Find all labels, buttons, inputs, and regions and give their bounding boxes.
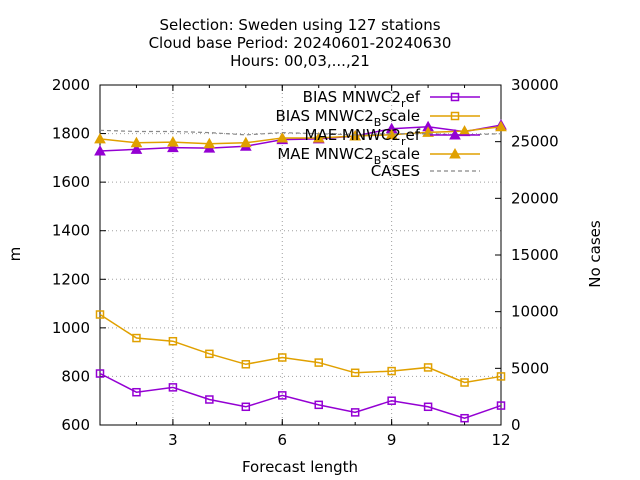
y-tick-label: 1400 bbox=[52, 222, 90, 240]
data-point-triangle bbox=[167, 141, 179, 153]
data-point-square bbox=[205, 349, 214, 359]
data-point-square bbox=[350, 368, 360, 378]
series-5 bbox=[99, 129, 502, 136]
data-point-square bbox=[450, 111, 460, 121]
x-tick-label: 12 bbox=[491, 431, 510, 449]
data-point-square bbox=[278, 353, 287, 362]
chart-title-line-1: Selection: Sweden using 127 stations bbox=[159, 16, 441, 34]
data-point-triangle bbox=[130, 143, 143, 154]
data-point-square bbox=[278, 391, 287, 400]
y-axis-label: m bbox=[6, 247, 24, 262]
y-tick-label: 1600 bbox=[52, 173, 90, 191]
series-4 bbox=[94, 120, 507, 149]
data-point-square bbox=[132, 333, 141, 343]
data-point-triangle bbox=[130, 136, 143, 148]
x-tick-label: 3 bbox=[168, 431, 178, 449]
data-point-triangle bbox=[94, 145, 106, 156]
y2-axis-label: No cases bbox=[586, 220, 604, 288]
series-line bbox=[99, 129, 502, 136]
y2-tick-label: 30000 bbox=[511, 76, 559, 94]
data-point-square bbox=[168, 336, 178, 346]
legend-label: BIAS MNWC2Bscale bbox=[276, 107, 420, 129]
data-point-square bbox=[241, 360, 251, 369]
data-point-triangle bbox=[167, 136, 179, 147]
chart-title-line-3: Hours: 00,03,...,21 bbox=[230, 52, 370, 70]
series-line bbox=[99, 124, 502, 152]
data-point-square bbox=[95, 369, 105, 378]
y-tick-label: 1200 bbox=[52, 270, 90, 288]
data-point-square bbox=[314, 358, 323, 367]
data-point-square bbox=[496, 372, 506, 381]
legend-label: CASES bbox=[371, 162, 420, 180]
legend-label: MAE MNWC2ref bbox=[304, 126, 420, 148]
data-point-square bbox=[450, 92, 460, 102]
plot-frame bbox=[99, 84, 502, 426]
data-point-triangle bbox=[449, 128, 461, 140]
y-tick-label: 600 bbox=[61, 416, 90, 434]
data-point-triangle bbox=[276, 131, 289, 143]
data-point-square bbox=[387, 396, 396, 405]
data-point-square bbox=[168, 383, 178, 392]
data-point-square bbox=[95, 310, 105, 319]
y2-tick-label: 10000 bbox=[511, 303, 559, 321]
legend-label: MAE MNWC2Bscale bbox=[277, 145, 420, 167]
y-tick-label: 1800 bbox=[52, 125, 90, 143]
series-line bbox=[99, 313, 502, 384]
data-point-square bbox=[460, 413, 469, 423]
data-point-triangle bbox=[349, 129, 362, 141]
y-tick-label: 2000 bbox=[52, 76, 90, 94]
data-point-square bbox=[241, 402, 251, 412]
legend-label: BIAS MNWC2ref bbox=[303, 88, 421, 110]
y2-tick-label: 0 bbox=[511, 416, 521, 434]
data-point-triangle bbox=[449, 147, 461, 159]
data-point-square bbox=[387, 366, 396, 376]
data-point-square bbox=[460, 378, 469, 387]
data-point-square bbox=[423, 363, 433, 372]
series-line bbox=[99, 372, 502, 419]
data-point-triangle bbox=[94, 132, 106, 144]
y2-tick-label: 20000 bbox=[511, 189, 559, 207]
data-point-triangle bbox=[239, 136, 252, 148]
data-point-triangle bbox=[495, 120, 507, 132]
grid-lines bbox=[100, 85, 501, 425]
data-point-triangle bbox=[203, 137, 216, 149]
x-axis-label: Forecast length bbox=[242, 458, 358, 476]
y2-tick-label: 15000 bbox=[511, 246, 559, 264]
y-tick-label: 1000 bbox=[52, 319, 90, 337]
series-2 bbox=[95, 310, 506, 387]
data-point-square bbox=[132, 387, 141, 397]
data-point-square bbox=[205, 395, 214, 404]
data-point-square bbox=[423, 402, 433, 412]
data-point-triangle bbox=[312, 131, 325, 143]
x-tick-label: 6 bbox=[277, 431, 287, 449]
series-1 bbox=[95, 369, 506, 423]
axis-ticks: 3 6 9 1260080010001200140016001800200005000… bbox=[52, 76, 559, 449]
data-point-square bbox=[350, 408, 360, 417]
data-point-square bbox=[496, 401, 506, 410]
chart-title-line-2: Cloud base Period: 20240601-20240630 bbox=[148, 34, 452, 52]
x-tick-label: 9 bbox=[387, 431, 397, 449]
y2-tick-label: 25000 bbox=[511, 133, 559, 151]
series-line bbox=[99, 126, 502, 145]
y-tick-label: 800 bbox=[61, 367, 90, 385]
data-point-square bbox=[314, 400, 323, 410]
y2-tick-label: 5000 bbox=[511, 359, 549, 377]
